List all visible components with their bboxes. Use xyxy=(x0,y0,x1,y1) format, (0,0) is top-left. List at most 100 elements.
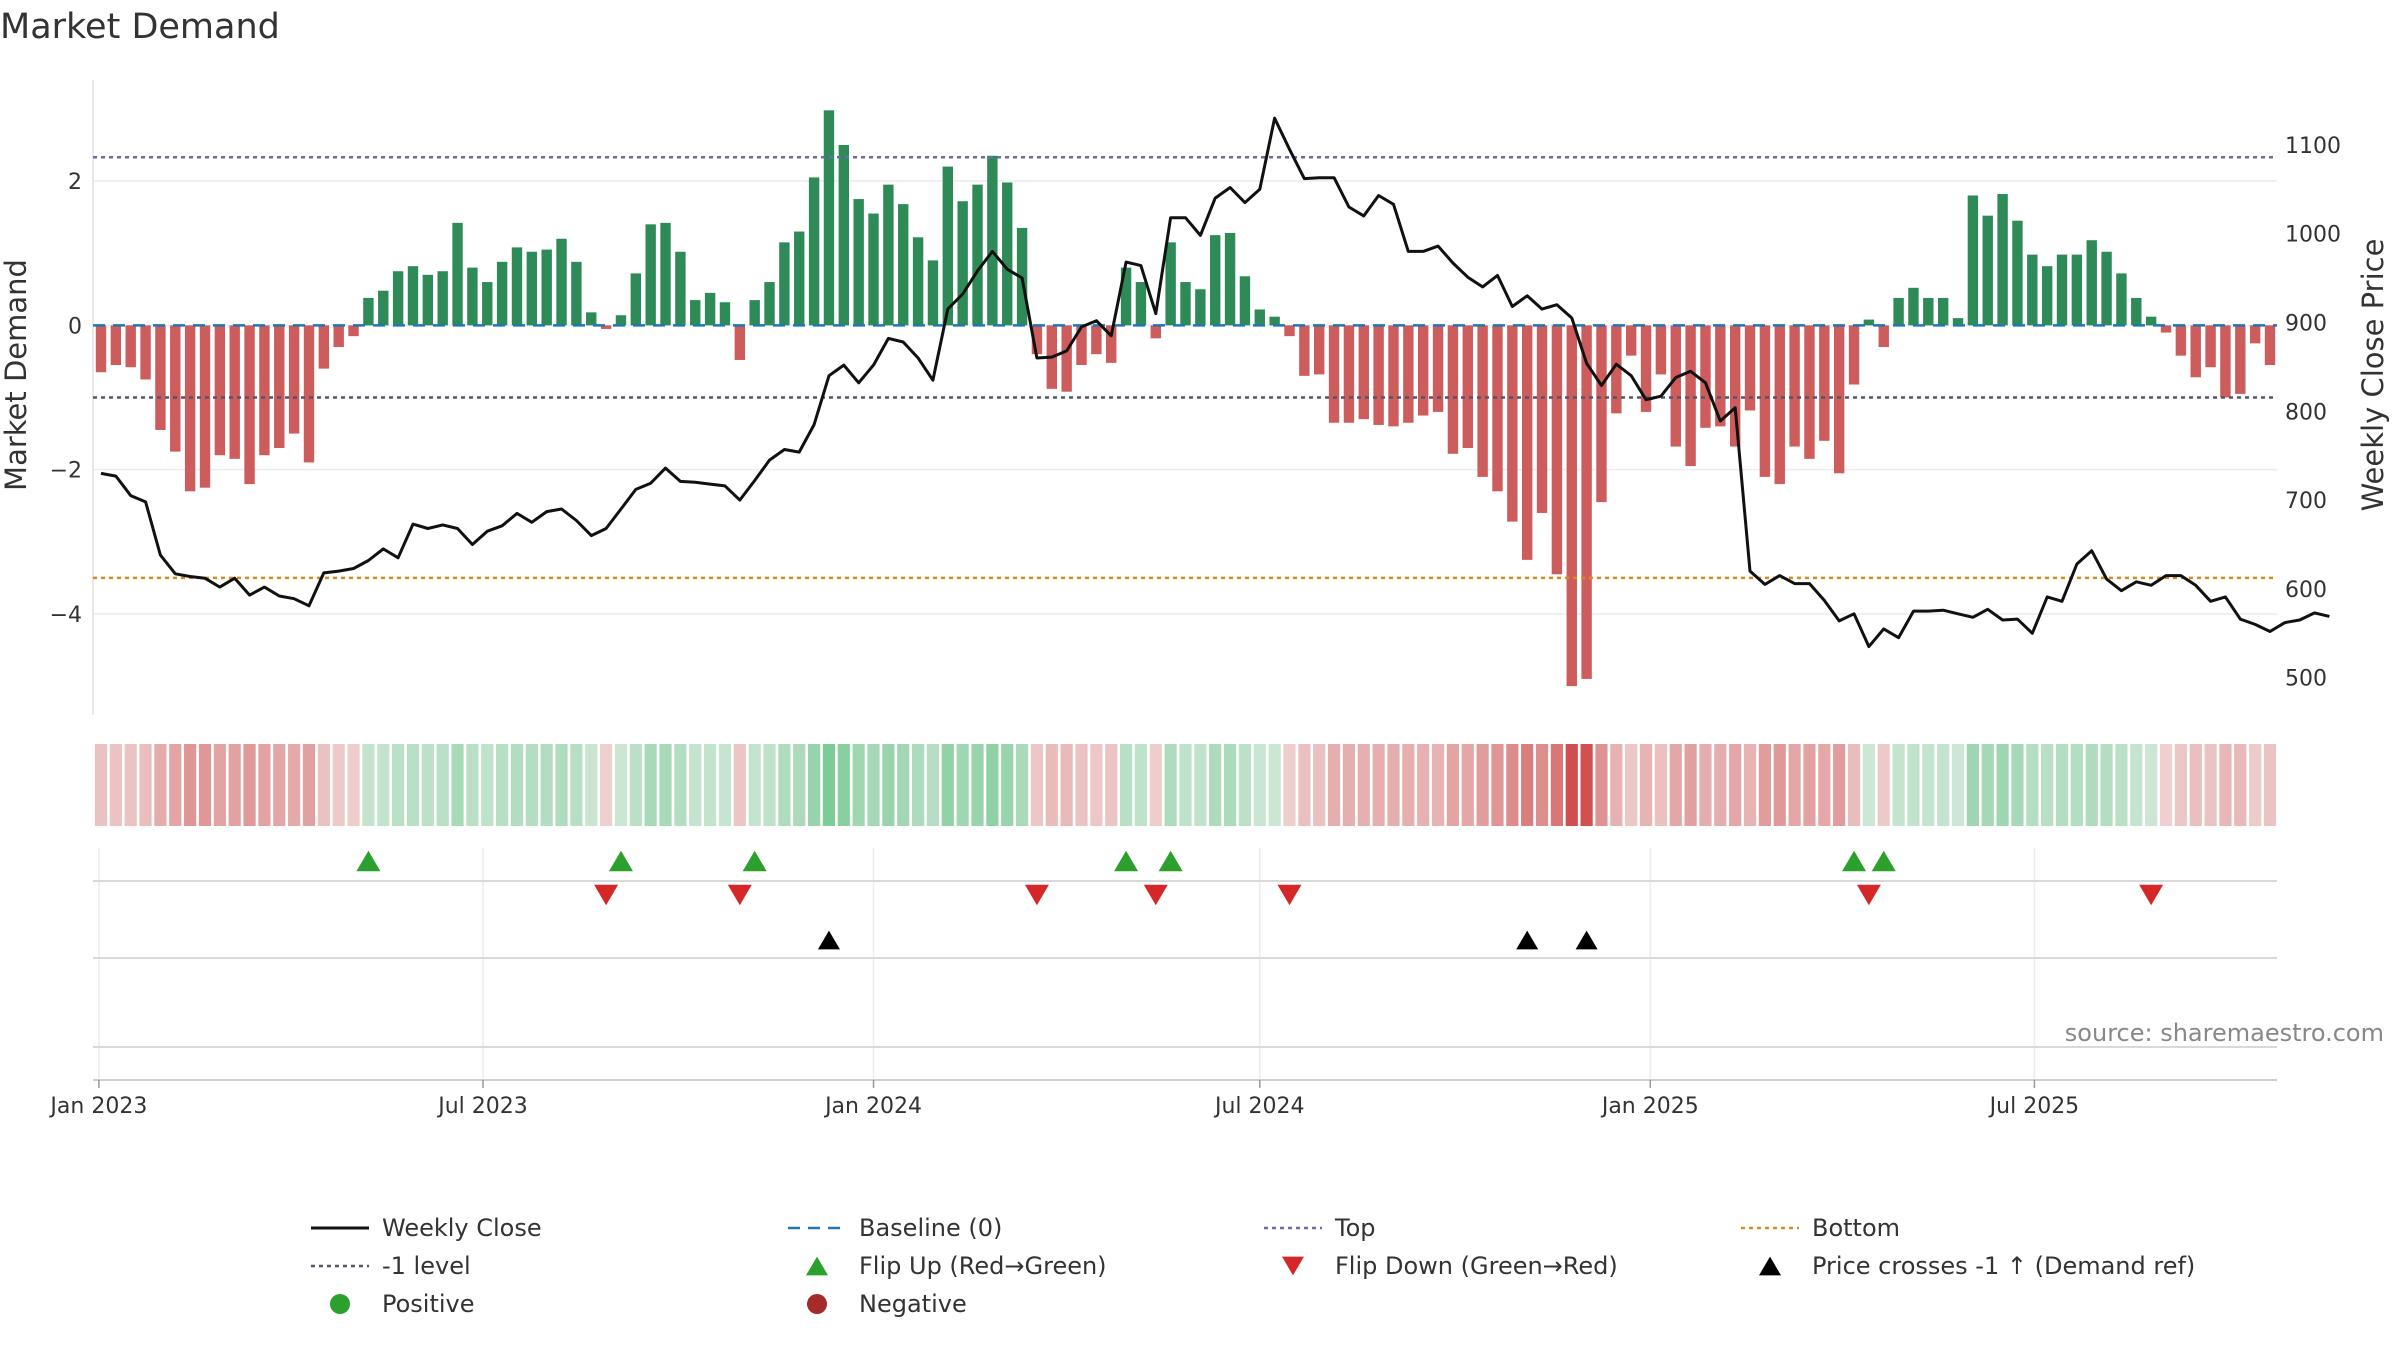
strip-cell xyxy=(1654,744,1667,826)
strip-cell xyxy=(1803,744,1816,826)
strip-cell xyxy=(421,744,434,826)
strip-cell xyxy=(1372,744,1385,826)
legend-item: Top xyxy=(1264,1214,1376,1242)
strip-cell xyxy=(941,744,954,826)
strip-cell xyxy=(525,744,538,826)
strip-cell xyxy=(1684,744,1697,826)
demand-bar xyxy=(1432,325,1444,412)
demand-bar xyxy=(288,325,300,434)
strip-cell xyxy=(1862,744,1875,826)
flip-down-marker xyxy=(1024,884,1049,906)
demand-bar xyxy=(1625,325,1637,356)
strip-cell xyxy=(406,744,420,826)
demand-bar xyxy=(1210,235,1221,326)
demand-bar xyxy=(1195,289,1206,326)
demand-bar xyxy=(1640,325,1652,412)
strip-cell xyxy=(614,744,628,826)
weekly-close-line xyxy=(100,116,2330,649)
strip-cell xyxy=(1565,744,1578,826)
demand-bar xyxy=(170,325,181,452)
y-left-tick-label: 0 xyxy=(68,314,82,339)
strip-cell xyxy=(1699,744,1712,826)
demand-bar xyxy=(1165,242,1176,326)
strip-cell xyxy=(243,744,256,826)
strip-cell xyxy=(1105,744,1118,826)
strip-cell xyxy=(2085,744,2098,826)
y-right-tick-label: 700 xyxy=(2285,489,2327,514)
demand-bar xyxy=(853,199,864,326)
strip-cell xyxy=(198,744,212,826)
strip-cell xyxy=(822,744,836,826)
strip-cell xyxy=(2189,744,2202,826)
x-tick-label: Jan 2023 xyxy=(48,1094,147,1119)
strip-cell xyxy=(748,744,761,826)
legend-item: Price crosses -1 ↑ (Demand ref) xyxy=(1759,1252,2195,1280)
strip-cell xyxy=(1714,744,1727,826)
strip-cell xyxy=(2174,744,2187,826)
demand-bar xyxy=(2101,251,2112,326)
strip-cell xyxy=(1283,744,1296,826)
demand-bar xyxy=(2205,325,2216,368)
strip-cell xyxy=(1179,744,1192,826)
strip-cell xyxy=(2070,744,2083,826)
source-credit: source: sharemaestro.com xyxy=(2065,1019,2384,1047)
demand-bar xyxy=(719,302,731,326)
strip-cell xyxy=(644,744,657,826)
demand-bar xyxy=(1967,195,1979,326)
demand-bar xyxy=(1685,325,1696,467)
demand-bar xyxy=(615,315,627,326)
demand-bar xyxy=(2071,254,2083,326)
strip-cell xyxy=(1729,744,1742,826)
legend-label: Baseline (0) xyxy=(859,1214,1002,1242)
demand-bar xyxy=(690,300,701,326)
strip-cell xyxy=(1639,744,1653,826)
strip-cell xyxy=(124,744,137,826)
legend-item: Positive xyxy=(330,1290,475,1318)
strip-cell xyxy=(2041,744,2054,826)
strip-cell xyxy=(2204,744,2217,826)
demand-bar xyxy=(511,247,523,326)
demand-bar xyxy=(2012,220,2023,326)
strip-cell xyxy=(1134,744,1148,826)
demand-bar xyxy=(1908,287,1919,326)
strip-cell xyxy=(273,744,286,826)
strip-cell xyxy=(436,744,449,826)
legend-item: Flip Up (Red→Green) xyxy=(806,1252,1107,1280)
strip-cell xyxy=(570,744,583,826)
demand-bar xyxy=(660,222,671,326)
strip-cell xyxy=(1357,744,1370,826)
strip-cell xyxy=(1045,744,1058,826)
strip-cell xyxy=(1417,744,1430,826)
demand-bar xyxy=(2027,254,2038,326)
demand-bar xyxy=(1715,325,1726,427)
demand-bar xyxy=(437,271,448,326)
strip-cell xyxy=(674,744,687,826)
demand-bar xyxy=(957,201,968,326)
strip-cell xyxy=(659,744,672,826)
legend-swatch xyxy=(1282,1256,1304,1276)
demand-bar xyxy=(541,249,552,326)
strip-cell xyxy=(288,744,301,826)
strip-cell xyxy=(1892,744,1905,826)
demand-bar xyxy=(1284,325,1295,337)
demand-bar xyxy=(318,325,330,369)
demand-bar xyxy=(1150,325,1161,339)
demand-bar xyxy=(1388,325,1399,427)
strip-cell xyxy=(1238,744,1252,826)
demand-bar xyxy=(1299,325,1310,376)
legend-item: Flip Down (Green→Red) xyxy=(1282,1252,1618,1280)
x-tick-label: Jan 2025 xyxy=(1600,1094,1699,1119)
demand-bar xyxy=(303,325,315,463)
strip-cell xyxy=(1818,744,1831,826)
demand-bar xyxy=(1061,325,1072,392)
demand-bar xyxy=(1863,319,1875,326)
price-cross-marker xyxy=(817,930,840,950)
demand-bar xyxy=(556,238,567,326)
strip-cell xyxy=(1402,744,1415,826)
demand-bar xyxy=(1833,325,1845,474)
strip-cell xyxy=(228,744,241,826)
flip-down-marker xyxy=(727,884,752,906)
demand-bar xyxy=(392,271,404,326)
strip-cell xyxy=(1313,744,1326,826)
strip-cell xyxy=(1773,744,1786,826)
